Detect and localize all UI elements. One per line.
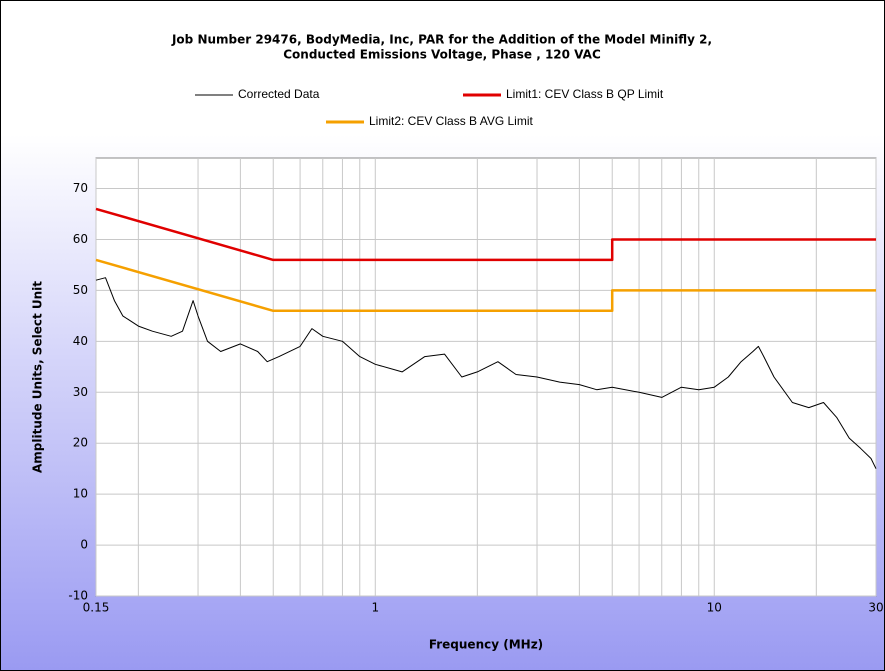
x-tick-label: 30	[868, 601, 883, 615]
plot-area	[95, 157, 877, 597]
y-tick-label: 60	[73, 232, 88, 246]
y-tick-label: 70	[73, 181, 88, 195]
x-tick-label: 10	[707, 601, 722, 615]
legend-label: Corrected Data	[238, 87, 320, 101]
y-tick-label: 20	[73, 436, 88, 450]
y-axis-label: Amplitude Units, Select Unit	[31, 281, 45, 473]
legend-label: Limit2: CEV Class B AVG Limit	[369, 114, 533, 128]
y-tick-label: 0	[80, 538, 88, 552]
x-tick-label: 0.15	[83, 601, 110, 615]
y-tick-label: 30	[73, 385, 88, 399]
legend-label: Limit1: CEV Class B QP Limit	[506, 87, 664, 101]
chart-title: Conducted Emissions Voltage, Phase , 120…	[283, 48, 601, 62]
series-line	[95, 207, 876, 262]
y-tick-label: 10	[73, 487, 88, 501]
series-line	[95, 277, 877, 469]
x-tick-label: 1	[371, 601, 379, 615]
y-tick-label: 50	[73, 283, 88, 297]
series-line	[95, 258, 876, 313]
y-tick-label: 40	[73, 334, 88, 348]
chart-title: Job Number 29476, BodyMedia, Inc, PAR fo…	[171, 33, 712, 47]
y-tick-label: -10	[68, 589, 88, 603]
x-axis-label: Frequency (MHz)	[429, 638, 543, 652]
